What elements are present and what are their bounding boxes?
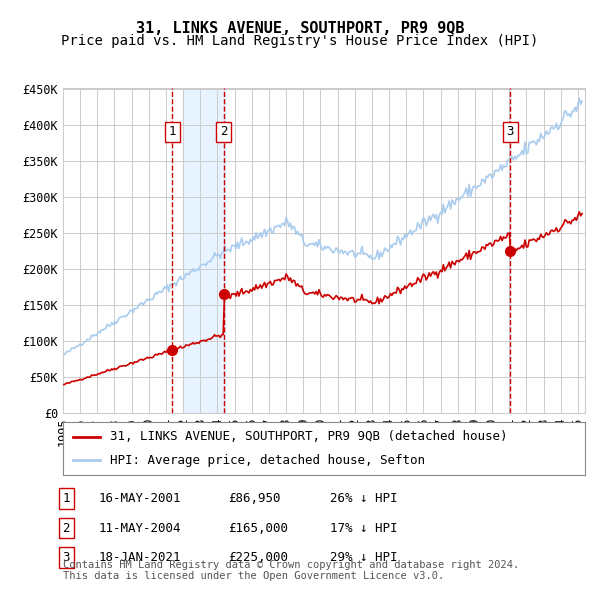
Text: 1: 1 — [169, 125, 176, 138]
Text: 18-JAN-2021: 18-JAN-2021 — [99, 551, 182, 564]
Text: 16-MAY-2001: 16-MAY-2001 — [99, 492, 182, 505]
Text: 2: 2 — [220, 125, 227, 138]
Text: £86,950: £86,950 — [228, 492, 281, 505]
Text: 29% ↓ HPI: 29% ↓ HPI — [330, 551, 398, 564]
Text: 11-MAY-2004: 11-MAY-2004 — [99, 522, 182, 535]
Text: 26% ↓ HPI: 26% ↓ HPI — [330, 492, 398, 505]
Text: 1: 1 — [62, 492, 70, 505]
Text: HPI: Average price, detached house, Sefton: HPI: Average price, detached house, Seft… — [110, 454, 425, 467]
Text: 31, LINKS AVENUE, SOUTHPORT, PR9 9QB: 31, LINKS AVENUE, SOUTHPORT, PR9 9QB — [136, 21, 464, 35]
Text: 31, LINKS AVENUE, SOUTHPORT, PR9 9QB (detached house): 31, LINKS AVENUE, SOUTHPORT, PR9 9QB (de… — [110, 430, 508, 443]
Text: 3: 3 — [506, 125, 514, 138]
Text: £225,000: £225,000 — [228, 551, 288, 564]
Text: £165,000: £165,000 — [228, 522, 288, 535]
Text: Contains HM Land Registry data © Crown copyright and database right 2024.
This d: Contains HM Land Registry data © Crown c… — [63, 559, 519, 581]
Text: 17% ↓ HPI: 17% ↓ HPI — [330, 522, 398, 535]
Text: 3: 3 — [62, 551, 70, 564]
Bar — [183, 88, 224, 413]
Text: Price paid vs. HM Land Registry's House Price Index (HPI): Price paid vs. HM Land Registry's House … — [61, 34, 539, 48]
Text: 2: 2 — [62, 522, 70, 535]
